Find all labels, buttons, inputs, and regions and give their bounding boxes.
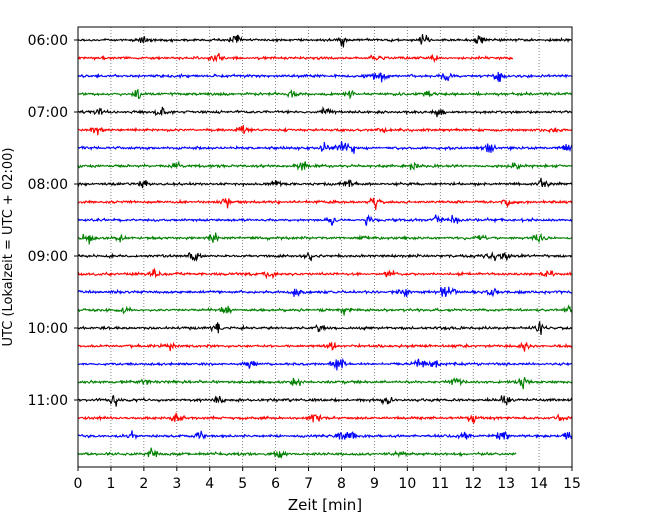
x-tick-label: 0 bbox=[74, 476, 83, 492]
y-tick-label: 10:00 bbox=[28, 321, 68, 337]
seismic-trace bbox=[77, 106, 573, 118]
seismic-trace bbox=[77, 251, 573, 263]
trace-group bbox=[77, 34, 573, 460]
seismic-trace bbox=[77, 286, 573, 298]
seismic-trace bbox=[77, 214, 573, 226]
x-tick-label: 7 bbox=[304, 476, 313, 492]
seismic-trace bbox=[77, 430, 573, 441]
x-tick-label: 1 bbox=[106, 476, 115, 492]
y-axis: 06:00 07:00 08:00 09:00 10:00 11:00 bbox=[28, 33, 78, 409]
seismic-trace bbox=[77, 412, 573, 425]
x-tick-label: 10 bbox=[398, 476, 416, 492]
seismic-trace bbox=[77, 141, 573, 154]
x-tick-label: 3 bbox=[172, 476, 181, 492]
x-tick-label: 14 bbox=[530, 476, 548, 492]
seismic-trace bbox=[77, 395, 573, 407]
x-tick-label: 6 bbox=[271, 476, 280, 492]
x-axis: 0 1 2 3 4 5 6 7 8 9 10 11 12 13 14 15 bbox=[74, 467, 581, 492]
plot-frame bbox=[77, 26, 573, 468]
y-axis-title: UTC (Lokalzeit = UTC + 02:00) bbox=[1, 148, 16, 347]
seismic-trace bbox=[77, 160, 573, 171]
seismic-trace bbox=[77, 125, 573, 136]
x-tick-label: 9 bbox=[370, 476, 379, 492]
y-tick-label: 06:00 bbox=[28, 33, 68, 49]
x-tick-label: 5 bbox=[238, 476, 247, 492]
seismic-trace bbox=[77, 232, 573, 245]
seismic-trace bbox=[77, 357, 573, 371]
x-tick-label: 2 bbox=[139, 476, 148, 492]
grid-lines bbox=[110, 27, 540, 467]
x-tick-label: 15 bbox=[563, 476, 581, 492]
y-tick-label: 07:00 bbox=[28, 105, 68, 121]
x-axis-title: Zeit [min] bbox=[288, 496, 362, 514]
seismic-trace bbox=[77, 177, 573, 189]
seismic-trace bbox=[77, 34, 573, 48]
x-tick-label: 8 bbox=[337, 476, 346, 492]
seismic-trace bbox=[77, 88, 573, 100]
seismic-trace bbox=[77, 447, 517, 460]
y-tick-label: 09:00 bbox=[28, 249, 68, 265]
y-tick-label: 11:00 bbox=[28, 393, 68, 409]
x-tick-label: 13 bbox=[497, 476, 515, 492]
seismic-trace bbox=[77, 377, 573, 390]
x-tick-label: 4 bbox=[205, 476, 214, 492]
seismic-trace bbox=[77, 341, 573, 352]
x-tick-label: 11 bbox=[431, 476, 449, 492]
seismic-trace bbox=[77, 304, 573, 316]
seismic-trace bbox=[77, 267, 573, 280]
x-tick-label: 12 bbox=[464, 476, 482, 492]
seismic-trace bbox=[77, 71, 573, 83]
seismic-trace bbox=[77, 52, 514, 64]
seismic-trace bbox=[77, 197, 573, 210]
y-tick-label: 08:00 bbox=[28, 177, 68, 193]
seismic-trace bbox=[77, 320, 573, 336]
